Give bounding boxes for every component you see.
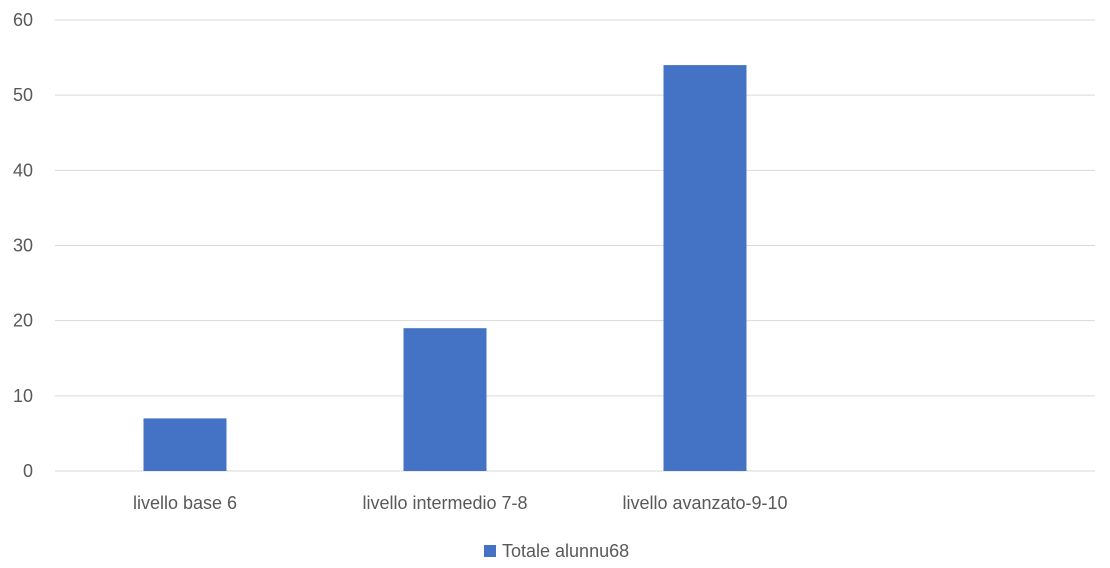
bar-2	[663, 65, 747, 471]
x-tick-label: livello intermedio 7-8	[362, 493, 527, 513]
y-tick-label: 50	[13, 85, 33, 105]
y-tick-label: 30	[13, 236, 33, 256]
bar-0	[143, 418, 227, 471]
x-axis-tick-labels: livello base 6 livello intermedio 7-8 live…	[133, 493, 788, 513]
y-tick-label: 10	[13, 386, 33, 406]
x-tick-label: livello base 6	[133, 493, 237, 513]
bar-1	[403, 328, 487, 471]
gridlines	[55, 19, 1095, 472]
y-tick-label: 20	[13, 311, 33, 331]
y-tick-label: 60	[13, 10, 33, 30]
x-tick-label: livello avanzato-9-10	[622, 493, 787, 513]
legend: Totale alunnu68	[484, 541, 629, 561]
legend-swatch	[484, 545, 496, 557]
y-axis-tick-labels: 0 10 20 30 40 50 60	[13, 10, 33, 481]
y-tick-label: 40	[13, 160, 33, 180]
legend-label: Totale alunnu68	[502, 541, 629, 561]
y-tick-label: 0	[23, 461, 33, 481]
bars	[143, 65, 747, 471]
